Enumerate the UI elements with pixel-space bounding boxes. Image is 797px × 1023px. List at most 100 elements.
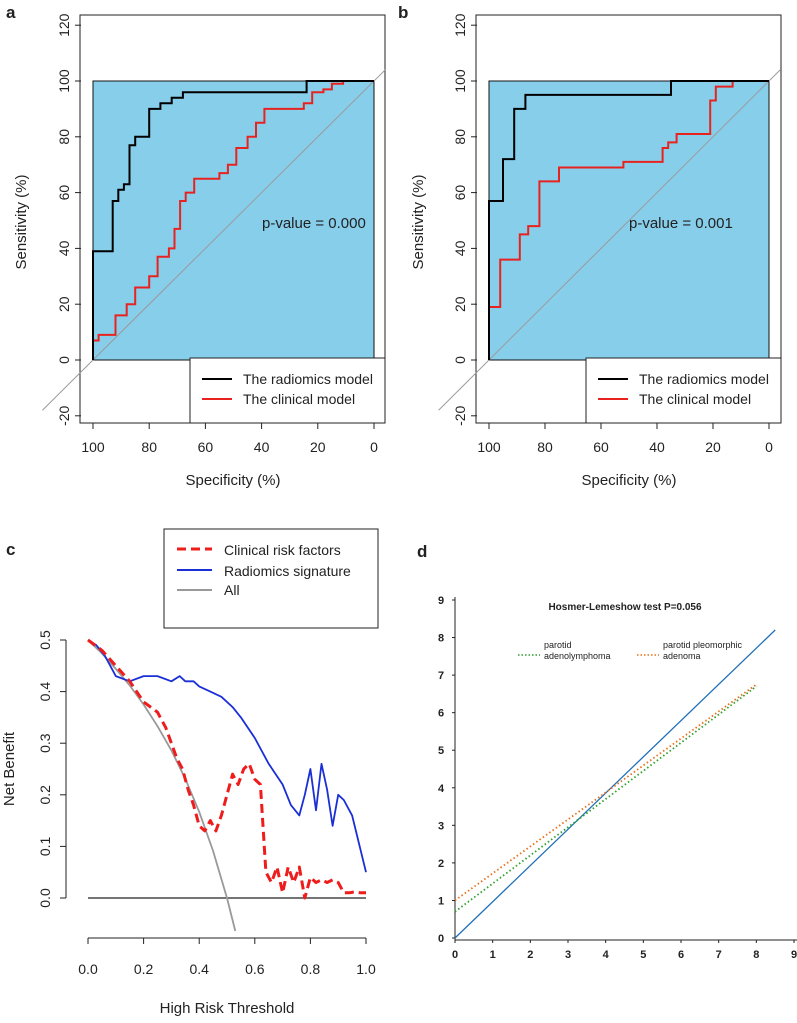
clinical-risk-factors-line <box>87 638 366 900</box>
x-tick-label: 0.0 <box>78 961 98 977</box>
panel-a-y-label: Sensitivity (%) <box>13 174 30 269</box>
panel-c-legend-box <box>163 528 379 629</box>
x-tick-label: 20 <box>310 439 326 455</box>
y-tick-label: 0.1 <box>37 836 53 856</box>
panel-b-legend-clinical: The clinical model <box>639 391 751 407</box>
y-tick-label: 5 <box>438 745 444 757</box>
x-tick-label: 80 <box>537 439 553 455</box>
panel-c-legend-all: All <box>224 582 240 598</box>
panel-a-legend: The radiomics model The clinical model <box>189 357 386 424</box>
panel-b-legend-radiomics: The radiomics model <box>639 371 769 387</box>
y-tick-label: 0 <box>56 356 72 364</box>
y-tick-label: -20 <box>56 405 72 425</box>
x-tick-label: 0 <box>452 949 458 961</box>
x-tick-label: 4 <box>603 949 610 961</box>
x-tick-label: 0 <box>370 439 378 455</box>
panel-c-legend-clinical: Clinical risk factors <box>224 542 341 558</box>
y-tick-label: 100 <box>56 69 72 93</box>
y-tick-label: 7 <box>438 670 444 682</box>
x-tick-label: 9 <box>791 949 797 961</box>
panel-a-x-label: Specificity (%) <box>185 472 280 489</box>
y-tick-label: 80 <box>452 129 468 145</box>
panel-c-x-label: High Risk Threshold <box>160 1000 295 1017</box>
y-tick-label: 8 <box>438 633 444 645</box>
x-tick-label: 60 <box>198 439 214 455</box>
x-tick-label: 5 <box>640 949 646 961</box>
y-tick-label: 1 <box>438 895 444 907</box>
panel-c: c 0.00.10.20.30.40.5 0.0 0.2 0.4 0.6 0.8 1.0 … <box>1 528 379 1017</box>
diagonal-reference-line <box>438 69 781 411</box>
y-tick-label: 4 <box>438 783 445 795</box>
panel-d-legend: parotid adenolymphoma parotid pleomorphi… <box>518 640 743 661</box>
panel-a: a -20 0 20 40 60 80 100 120 100 80 60 40 20 0 p-valu… <box>6 3 386 489</box>
radiomics-roc-line <box>488 80 769 360</box>
y-tick-label: -20 <box>452 405 468 425</box>
panel-d-title: Hosmer-Lemeshow test P=0.056 <box>548 602 702 613</box>
x-tick-label: 1.0 <box>356 961 376 977</box>
panel-b-legend: The radiomics model The clinical model <box>585 357 782 424</box>
panel-c-y-label: Net Benefit <box>1 731 18 806</box>
panel-d-legend-orange-2: adenoma <box>663 651 701 661</box>
y-tick-label: 0.2 <box>37 785 53 805</box>
panel-a-legend-box <box>189 357 386 424</box>
y-tick-label: 120 <box>452 13 468 37</box>
panel-b-y-ticks: -20 0 20 40 60 80 100 120 <box>452 13 477 426</box>
panel-b-y-label: Sensitivity (%) <box>410 174 427 269</box>
panel-a-p-value: p-value = 0.000 <box>262 215 366 232</box>
x-tick-label: 0.4 <box>189 961 209 977</box>
x-tick-label: 100 <box>81 439 105 455</box>
x-tick-label: 60 <box>593 439 609 455</box>
x-tick-label: 8 <box>753 949 759 961</box>
x-tick-label: 6 <box>678 949 684 961</box>
y-tick-label: 2 <box>438 858 444 870</box>
panel-d-legend-green-1: parotid <box>544 640 572 650</box>
panel-a-legend-clinical: The clinical model <box>243 391 355 407</box>
panel-d-legend-orange-1: parotid pleomorphic <box>663 640 743 650</box>
panel-b-p-value: p-value = 0.001 <box>629 215 733 232</box>
clinical-roc-line <box>488 80 769 360</box>
pleomorphic-adenoma-calibration-line <box>454 683 757 902</box>
diagonal-reference-line <box>42 69 386 411</box>
x-tick-label: 1 <box>490 949 496 961</box>
y-tick-label: 100 <box>452 69 468 93</box>
panel-a-letter: a <box>6 3 16 22</box>
y-tick-label: 60 <box>56 185 72 201</box>
panel-b-roc-lines <box>438 69 781 411</box>
panel-c-x-ticks: 0.0 0.2 0.4 0.6 0.8 1.0 <box>78 937 376 977</box>
panel-c-legend-radiomics: Radiomics signature <box>224 563 351 579</box>
x-tick-label: 20 <box>705 439 721 455</box>
x-tick-label: 3 <box>565 949 571 961</box>
panel-b: b -20 0 20 40 60 80 100 120 100 80 60 40 20 0 p-valu… <box>398 3 782 489</box>
panel-c-legend: Clinical risk factors Radiomics signatur… <box>163 528 379 629</box>
treat-all-line <box>87 639 237 932</box>
y-tick-label: 9 <box>438 595 444 607</box>
y-tick-label: 80 <box>56 129 72 145</box>
panel-a-y-ticks: -20 0 20 40 60 80 100 120 <box>56 13 81 426</box>
radiomics-roc-line <box>92 80 374 360</box>
y-tick-label: 0 <box>452 356 468 364</box>
panel-a-legend-radiomics: The radiomics model <box>243 371 373 387</box>
y-tick-label: 0.4 <box>37 682 53 702</box>
x-tick-label: 0 <box>765 439 773 455</box>
panel-c-y-ticks: 0.0 0.1 0.2 0.3 0.4 0.5 <box>37 630 67 908</box>
x-tick-label: 40 <box>254 439 270 455</box>
panel-d-letter: d <box>417 542 427 561</box>
x-tick-label: 0.6 <box>245 961 265 977</box>
panel-c-letter: c <box>6 540 15 559</box>
x-tick-label: 7 <box>716 949 722 961</box>
y-tick-label: 3 <box>438 820 444 832</box>
y-tick-label: 40 <box>452 240 468 256</box>
y-tick-label: 0.3 <box>37 733 53 753</box>
y-tick-label: 120 <box>56 13 72 37</box>
panel-b-x-ticks: 100 80 60 40 20 0 <box>477 423 773 455</box>
panel-b-letter: b <box>398 3 408 22</box>
panel-a-roc-lines <box>42 69 386 411</box>
x-tick-label: 0.8 <box>301 961 321 977</box>
panel-b-legend-box <box>585 357 782 424</box>
radiomics-signature-line <box>87 639 367 873</box>
panel-d-y-ticks: 0 1 2 3 4 5 6 7 8 9 <box>438 595 455 945</box>
adenolymphoma-calibration-line <box>454 685 757 913</box>
x-tick-label: 0.2 <box>134 961 154 977</box>
y-tick-label: 0 <box>438 933 444 945</box>
